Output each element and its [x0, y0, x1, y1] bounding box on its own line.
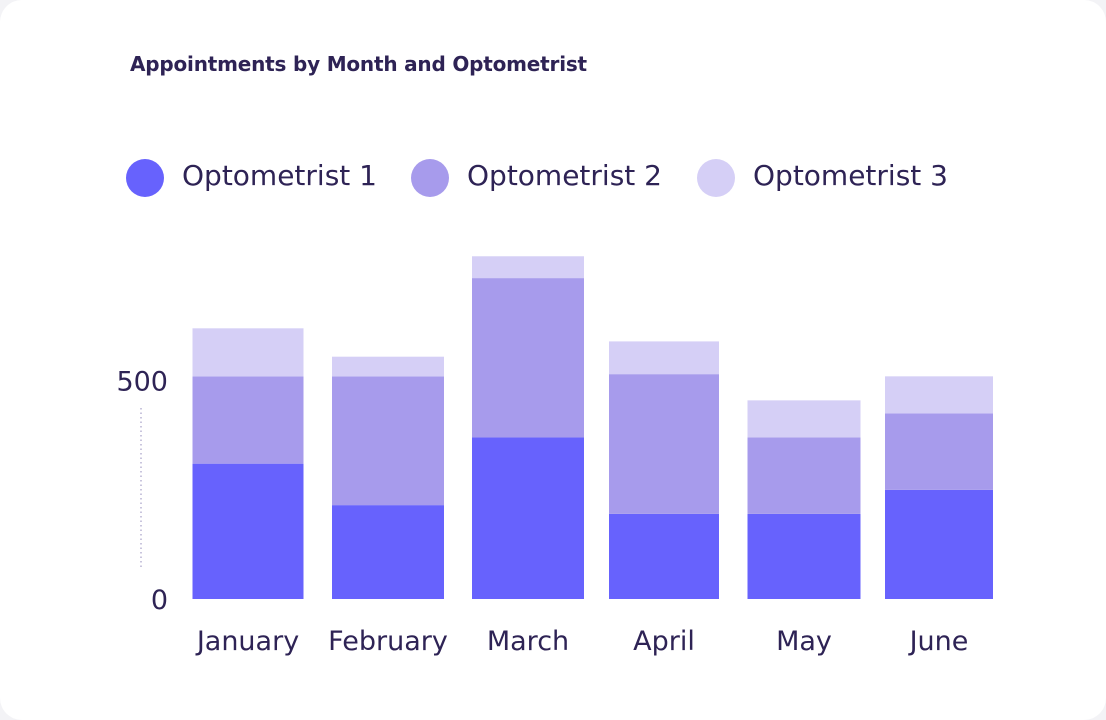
- legend-swatch: [126, 159, 164, 197]
- bar-segment: [609, 341, 719, 375]
- bar-segment: [885, 376, 993, 414]
- bar-segment: [472, 256, 584, 279]
- bar-segment: [885, 489, 993, 599]
- bar-segment: [747, 400, 861, 438]
- x-tick-label: January: [195, 626, 299, 657]
- bar-segment: [192, 463, 304, 599]
- bar-segment: [332, 356, 444, 377]
- legend-swatch: [697, 159, 735, 197]
- bar-segment: [609, 513, 719, 599]
- bar-segment: [472, 437, 584, 599]
- legend-label: Optometrist 1: [182, 159, 377, 192]
- bar-segment: [747, 513, 861, 599]
- y-tick-label: 500: [116, 367, 168, 398]
- legend-label: Optometrist 2: [467, 159, 662, 192]
- chart-title: Appointments by Month and Optometrist: [130, 52, 587, 76]
- y-tick-label: 0: [151, 585, 168, 616]
- legend-label: Optometrist 3: [753, 159, 948, 192]
- x-tick-label: June: [908, 626, 969, 657]
- legend-swatch: [411, 159, 449, 197]
- x-tick-label: May: [776, 626, 832, 657]
- bar-segment: [192, 376, 304, 464]
- bar-segment: [332, 376, 444, 506]
- bar-segment: [609, 374, 719, 514]
- x-tick-label: April: [633, 626, 695, 657]
- bar-segment: [192, 328, 304, 377]
- bar-segment: [747, 437, 861, 514]
- bar-segment: [885, 413, 993, 490]
- x-tick-label: February: [328, 626, 448, 657]
- bar-segment: [332, 505, 444, 599]
- x-tick-label: March: [487, 626, 569, 657]
- bar-segment: [472, 278, 584, 438]
